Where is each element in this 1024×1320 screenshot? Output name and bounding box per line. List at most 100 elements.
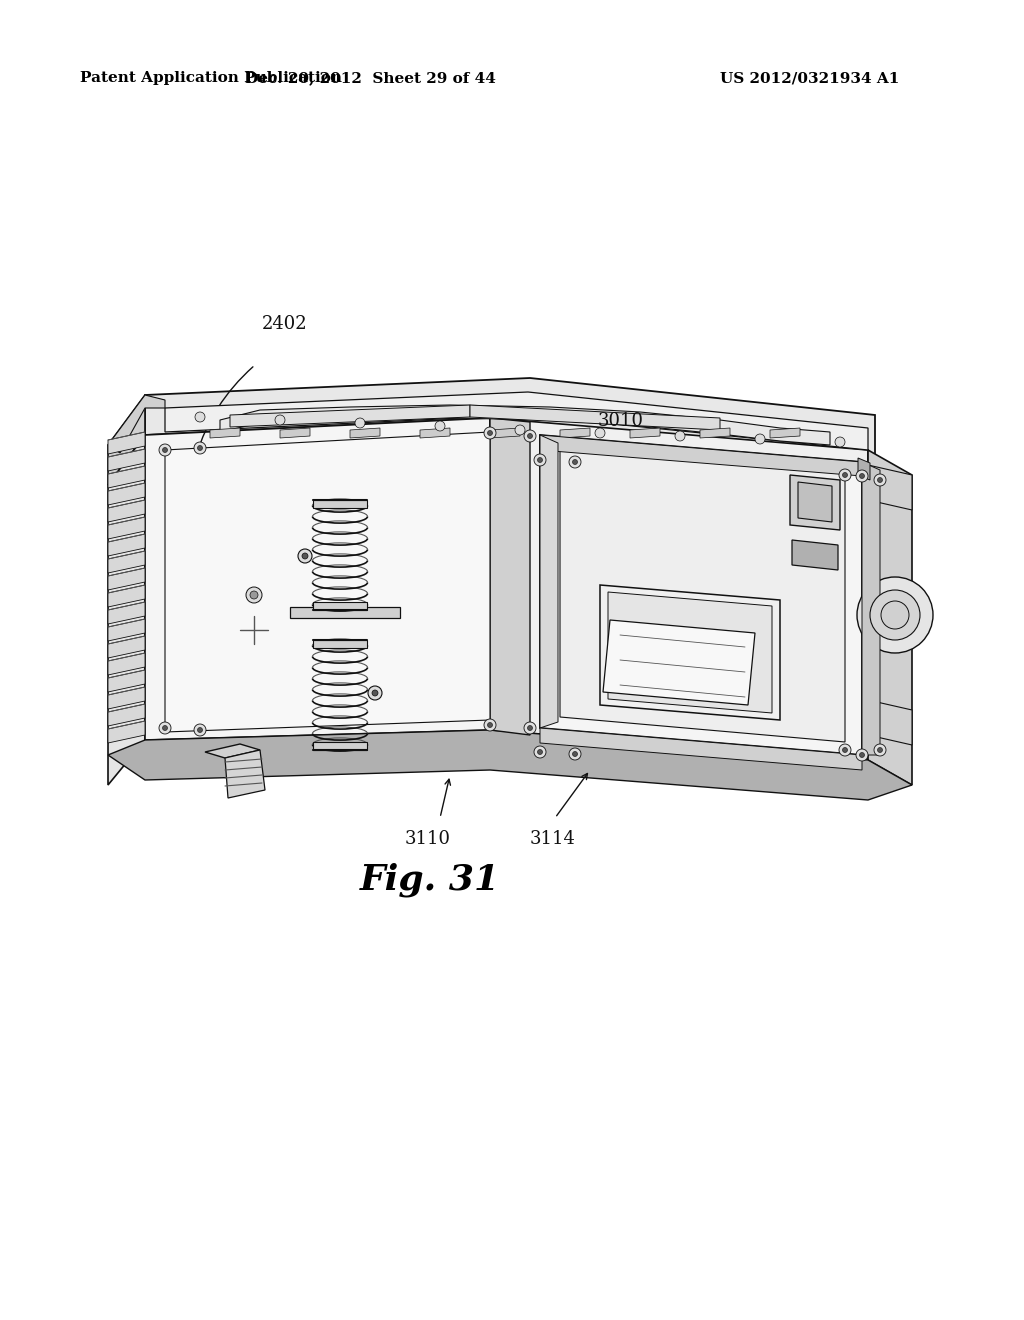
Polygon shape bbox=[603, 620, 755, 705]
Polygon shape bbox=[560, 428, 590, 438]
Circle shape bbox=[843, 747, 848, 752]
Polygon shape bbox=[108, 395, 145, 484]
Circle shape bbox=[355, 418, 365, 428]
Text: Dec. 20, 2012  Sheet 29 of 44: Dec. 20, 2012 Sheet 29 of 44 bbox=[245, 71, 496, 84]
Circle shape bbox=[856, 470, 868, 482]
Circle shape bbox=[195, 412, 205, 422]
Circle shape bbox=[538, 750, 543, 755]
Circle shape bbox=[572, 459, 578, 465]
Polygon shape bbox=[108, 449, 145, 471]
Circle shape bbox=[839, 744, 851, 756]
Circle shape bbox=[194, 723, 206, 737]
Polygon shape bbox=[868, 450, 912, 785]
Circle shape bbox=[484, 426, 496, 440]
Circle shape bbox=[298, 549, 312, 564]
Polygon shape bbox=[868, 465, 912, 510]
Polygon shape bbox=[108, 436, 145, 785]
Polygon shape bbox=[225, 750, 265, 799]
Circle shape bbox=[198, 446, 203, 450]
Circle shape bbox=[878, 478, 883, 483]
Circle shape bbox=[515, 425, 525, 436]
Circle shape bbox=[159, 444, 171, 455]
Circle shape bbox=[368, 686, 382, 700]
Polygon shape bbox=[108, 535, 145, 556]
Polygon shape bbox=[280, 428, 310, 438]
Circle shape bbox=[524, 430, 536, 442]
Polygon shape bbox=[600, 585, 780, 719]
Circle shape bbox=[595, 428, 605, 438]
Polygon shape bbox=[165, 432, 490, 733]
Circle shape bbox=[435, 421, 445, 432]
Polygon shape bbox=[108, 585, 145, 607]
Polygon shape bbox=[220, 405, 830, 445]
Polygon shape bbox=[108, 602, 145, 624]
Polygon shape bbox=[858, 458, 870, 480]
Polygon shape bbox=[868, 700, 912, 744]
Circle shape bbox=[159, 722, 171, 734]
Polygon shape bbox=[230, 405, 470, 426]
Polygon shape bbox=[420, 428, 450, 438]
Circle shape bbox=[857, 577, 933, 653]
Polygon shape bbox=[313, 742, 367, 750]
Circle shape bbox=[534, 454, 546, 466]
Polygon shape bbox=[108, 671, 145, 692]
Circle shape bbox=[163, 447, 168, 453]
Circle shape bbox=[527, 433, 532, 438]
Polygon shape bbox=[108, 636, 145, 657]
Polygon shape bbox=[490, 418, 868, 760]
Polygon shape bbox=[108, 568, 145, 590]
Circle shape bbox=[524, 722, 536, 734]
Circle shape bbox=[163, 726, 168, 730]
Circle shape bbox=[250, 591, 258, 599]
Polygon shape bbox=[700, 428, 730, 438]
Polygon shape bbox=[145, 418, 490, 741]
Circle shape bbox=[870, 590, 920, 640]
Circle shape bbox=[755, 434, 765, 444]
Circle shape bbox=[246, 587, 262, 603]
Circle shape bbox=[859, 474, 864, 479]
Polygon shape bbox=[630, 428, 660, 438]
Circle shape bbox=[878, 747, 883, 752]
Polygon shape bbox=[210, 428, 240, 438]
Polygon shape bbox=[108, 483, 145, 506]
Polygon shape bbox=[540, 729, 862, 770]
Polygon shape bbox=[108, 721, 145, 743]
Polygon shape bbox=[350, 428, 380, 438]
Text: US 2012/0321934 A1: US 2012/0321934 A1 bbox=[720, 71, 899, 84]
Polygon shape bbox=[108, 550, 145, 573]
Text: 3010: 3010 bbox=[598, 412, 644, 430]
Polygon shape bbox=[145, 378, 874, 455]
Polygon shape bbox=[540, 436, 558, 729]
Circle shape bbox=[835, 437, 845, 447]
Polygon shape bbox=[290, 607, 400, 618]
Polygon shape bbox=[108, 704, 145, 726]
Circle shape bbox=[538, 458, 543, 462]
Polygon shape bbox=[108, 686, 145, 709]
Text: 2402: 2402 bbox=[262, 315, 307, 333]
Polygon shape bbox=[540, 436, 862, 755]
Polygon shape bbox=[108, 500, 145, 521]
Polygon shape bbox=[790, 475, 840, 531]
Polygon shape bbox=[862, 462, 880, 755]
Polygon shape bbox=[313, 602, 367, 610]
Polygon shape bbox=[770, 428, 800, 438]
Polygon shape bbox=[205, 744, 260, 758]
Polygon shape bbox=[108, 432, 145, 454]
Polygon shape bbox=[108, 619, 145, 642]
Circle shape bbox=[839, 469, 851, 480]
Text: 3110: 3110 bbox=[406, 830, 451, 847]
Circle shape bbox=[881, 601, 909, 630]
Circle shape bbox=[874, 474, 886, 486]
Polygon shape bbox=[108, 730, 912, 800]
Polygon shape bbox=[792, 540, 838, 570]
Circle shape bbox=[527, 726, 532, 730]
Polygon shape bbox=[540, 436, 862, 477]
Circle shape bbox=[843, 473, 848, 478]
Circle shape bbox=[275, 414, 285, 425]
Circle shape bbox=[198, 727, 203, 733]
Circle shape bbox=[487, 430, 493, 436]
Polygon shape bbox=[798, 482, 831, 521]
Polygon shape bbox=[313, 500, 367, 508]
Polygon shape bbox=[608, 591, 772, 713]
Circle shape bbox=[372, 690, 378, 696]
